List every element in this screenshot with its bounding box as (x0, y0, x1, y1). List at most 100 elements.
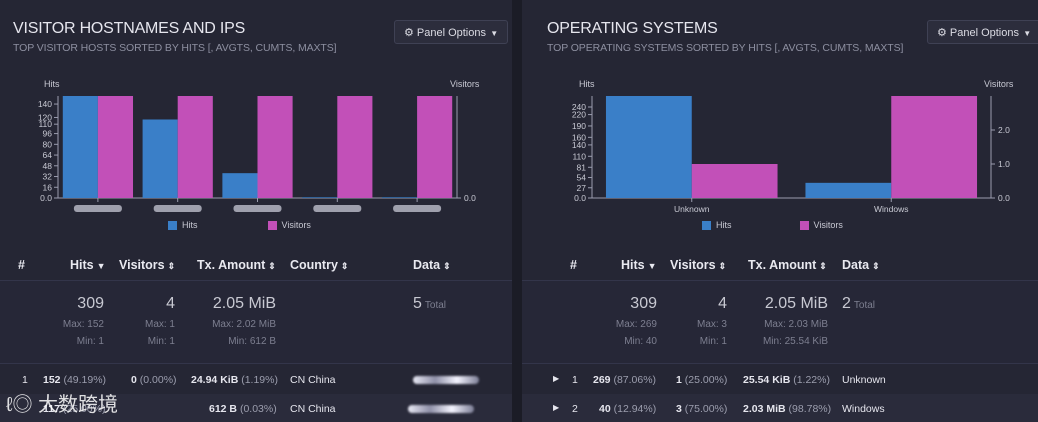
row-hits-value: 40 (599, 403, 611, 415)
x-tick-label: Windows (874, 204, 908, 214)
row-index: 1 (572, 374, 578, 386)
left-tick-label: 110 (38, 119, 52, 129)
table-row[interactable]: ▶ 1 269 (87.06%) 1 (25.00%) 25.54 KiB (1… (522, 365, 1038, 393)
legend-swatch-visitors (799, 220, 809, 230)
row-tx: 2.03 MiB (98.78%) (743, 403, 831, 415)
expand-triangle-icon[interactable]: ▶ (553, 374, 560, 383)
summary-visitors-min: Min: 1 (147, 336, 175, 347)
summary-hits-min: Min: 1 (76, 336, 104, 347)
bar-hits (222, 173, 258, 198)
left-tick-label: 160 (572, 132, 586, 142)
left-tick-label: 140 (38, 99, 52, 109)
panel-divider (512, 0, 522, 422)
column-header-hits[interactable]: Hits ▼ (621, 258, 657, 272)
watermark-logo-icon: ℓ◎ (6, 394, 39, 416)
table-row[interactable]: 117 (25.00%) 612 B (0.03%) CN China (0, 394, 512, 422)
row-visitors-value: 3 (676, 403, 682, 415)
sort-both-icon: ⇕ (167, 261, 176, 271)
redacted-x-label (73, 205, 122, 212)
column-header-visitors[interactable]: Visitors ⇕ (119, 258, 175, 272)
bar-visitors (891, 96, 978, 198)
row-index: 2 (572, 403, 578, 415)
left-tick-label: 140 (572, 140, 586, 150)
legend-label: Visitors (281, 220, 311, 230)
row-data: Unknown (842, 374, 886, 386)
table-row[interactable]: ▶ 2 40 (12.94%) 3 (75.00%) 2.03 MiB (98.… (522, 394, 1038, 422)
redacted-host (413, 374, 479, 386)
right-axis-title: Visitors (450, 79, 480, 89)
row-data: Windows (842, 403, 885, 415)
summary-total-label: Total (853, 300, 876, 311)
left-tick-label: 54 (577, 173, 587, 183)
row-visitors: 0 (0.00%) (131, 374, 177, 386)
expand-triangle-icon[interactable]: ▶ (553, 403, 560, 412)
column-label: Tx. Amount (748, 258, 817, 272)
sort-both-icon: ⇕ (443, 261, 451, 271)
legend-label: Hits (182, 220, 198, 230)
gear-icon: ⚙ (404, 27, 414, 39)
legend-label: Hits (716, 220, 732, 230)
panel-options-button[interactable]: ⚙ Panel Options ▼ (927, 20, 1038, 44)
bar-visitors (691, 164, 778, 198)
summary-visitors-max: Max: 1 (144, 319, 175, 330)
legend-item-visitors[interactable]: Visitors (799, 220, 843, 230)
column-header-data[interactable]: Data ⇕ (842, 258, 880, 272)
column-header-data[interactable]: Data ⇕ (413, 258, 451, 272)
os-bar-chart: 0.02754811101401601902202400.01.02.0Unkn… (572, 96, 1010, 214)
bar-hits (805, 182, 892, 198)
redaction-mark (413, 376, 479, 385)
bar-visitors (337, 96, 373, 198)
row-visitors-value: 0 (131, 374, 137, 386)
panel-title: OPERATING SYSTEMS (547, 20, 718, 37)
redacted-x-label (313, 205, 362, 212)
bar-hits (142, 119, 178, 198)
summary-total: 5 Total (413, 295, 446, 313)
left-tick-label: 96 (43, 129, 53, 139)
row-tx-pct: (98.78%) (788, 403, 832, 415)
panel-options-button[interactable]: ⚙ Panel Options ▼ (394, 20, 509, 44)
row-tx-value: 2.03 MiB (743, 403, 786, 415)
left-tick-label: 80 (43, 139, 53, 149)
right-tick-label: 2.0 (998, 125, 1010, 135)
summary-visitors: 4 (166, 295, 175, 312)
row-tx-value: 24.94 KiB (191, 374, 239, 386)
right-tick-label: 0.0 (464, 193, 476, 203)
summary-total: 2 Total (842, 295, 875, 313)
sort-both-icon: ⇕ (872, 261, 880, 271)
legend-item-hits[interactable]: Hits (168, 220, 198, 230)
row-country: CN China (290, 403, 336, 415)
left-tick-label: 240 (572, 102, 586, 112)
table-row[interactable]: 1 152 (49.19%) 0 (0.00%) 24.94 KiB (1.19… (0, 365, 512, 393)
table-header: # Hits ▼ Visitors ⇕ Tx. Amount ⇕ Data ⇕ (522, 248, 1038, 281)
summary-tx: 2.05 MiB (764, 295, 828, 312)
column-header-tx-amount[interactable]: Tx. Amount ⇕ (748, 258, 827, 272)
row-hits-pct: (12.94%) (613, 403, 657, 415)
legend-swatch-hits (168, 220, 177, 230)
column-label: Visitors (670, 258, 716, 272)
summary-hits: 309 (77, 295, 104, 312)
legend-swatch-visitors (267, 220, 277, 230)
visitor-hosts-panel: VISITOR HOSTNAMES AND IPS TOP VISITOR HO… (0, 0, 512, 422)
left-tick-label: 220 (572, 110, 586, 120)
column-header-tx-amount[interactable]: Tx. Amount ⇕ (197, 258, 276, 272)
column-header-hits[interactable]: Hits ▼ (70, 258, 106, 272)
summary-visitors-max: Max: 3 (696, 319, 727, 330)
summary-total-value: 5 (413, 295, 422, 312)
column-header-country[interactable]: Country ⇕ (290, 258, 348, 272)
left-axis-title: Hits (44, 79, 60, 89)
column-header-visitors[interactable]: Visitors ⇕ (670, 258, 726, 272)
gear-icon: ⚙ (937, 27, 947, 39)
column-label: Data (842, 258, 870, 272)
summary-total-label: Total (424, 300, 447, 311)
bar-hits (62, 96, 98, 198)
row-tx-value: 612 B (209, 403, 238, 415)
legend-item-hits[interactable]: Hits (702, 220, 732, 230)
row-hits: 269 (87.06%) (593, 374, 656, 386)
legend-item-visitors[interactable]: Visitors (267, 220, 311, 230)
watermark-text: 大数跨境 (38, 394, 119, 416)
column-label: Country (290, 258, 338, 272)
bar-visitors (417, 96, 453, 198)
summary-hits-min: Min: 40 (624, 336, 657, 347)
row-tx-pct: (0.03%) (239, 403, 277, 415)
